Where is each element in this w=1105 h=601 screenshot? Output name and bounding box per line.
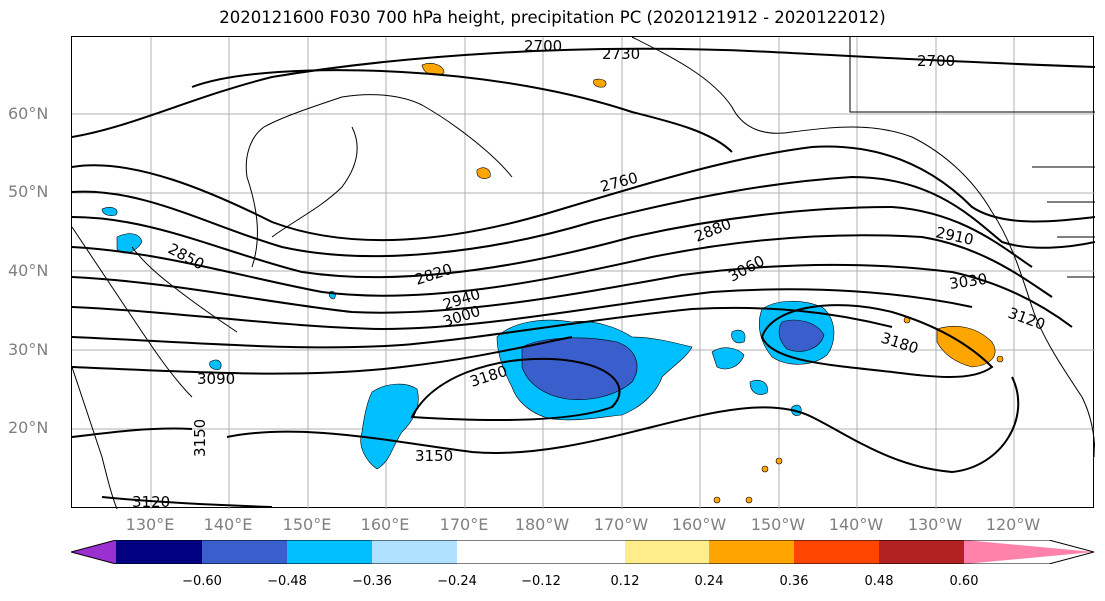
map-title: 2020121600 F030 700 hPa height, precipit… <box>219 8 886 27</box>
lat-label-30n: 30°N <box>8 340 49 359</box>
contour-label: 3180 <box>468 362 510 391</box>
contour-label: 2730 <box>602 45 640 63</box>
lon-label-180w: 180°W <box>514 515 570 534</box>
lat-label-50n: 50°N <box>8 182 49 201</box>
map-panel: 2700 2700 2730 2760 2820 2850 2880 2910 … <box>71 36 1096 511</box>
colorbar-tick: −0.12 <box>521 574 561 589</box>
colorbar-tick: 0.60 <box>949 574 979 589</box>
colorbar-tick: 0.12 <box>610 574 640 589</box>
contour-label: 3120 <box>1006 304 1048 334</box>
colorbar-tick: 0.36 <box>779 574 809 589</box>
colorbar-tick: 0.48 <box>864 574 894 589</box>
coastlines <box>71 36 1096 510</box>
contour-label: 2700 <box>524 37 562 55</box>
lon-label-140w: 140°W <box>828 515 884 534</box>
lon-label-130w: 130°W <box>907 515 963 534</box>
contour-label: 3150 <box>415 447 453 465</box>
contour-label: 3180 <box>879 329 921 358</box>
map-canvas: 2700 2700 2730 2760 2820 2850 2880 2910 … <box>71 36 1096 511</box>
colorbar-tick: −0.24 <box>437 574 477 589</box>
lat-label-60n: 60°N <box>8 104 49 123</box>
gridlines <box>72 37 1095 509</box>
contour-label: 3150 <box>191 419 209 457</box>
lat-label-20n: 20°N <box>8 418 49 437</box>
lon-label-150w: 150°W <box>750 515 806 534</box>
lon-label-170e: 170°E <box>439 515 489 534</box>
colorbar-tick: 0.24 <box>694 574 724 589</box>
lon-label-160e: 160°E <box>360 515 410 534</box>
contour-label: 2820 <box>413 260 455 289</box>
contour-label: 3120 <box>132 493 170 509</box>
lon-label-160w: 160°W <box>671 515 727 534</box>
lat-label-40n: 40°N <box>8 261 49 280</box>
colorbar <box>71 540 1094 564</box>
contour-label: 3090 <box>197 370 235 388</box>
colorbar-tick: −0.36 <box>352 574 392 589</box>
lon-label-130e: 130°E <box>125 515 175 534</box>
lon-label-140e: 140°E <box>203 515 253 534</box>
contour-label: 2880 <box>692 215 734 246</box>
colorbar-tick: −0.60 <box>182 574 222 589</box>
contour-label: 3060 <box>725 252 767 286</box>
contour-label: 2700 <box>917 52 955 70</box>
contour-label: 3030 <box>948 270 988 293</box>
colorbar-tick: −0.48 <box>267 574 307 589</box>
contour-label: 2850 <box>165 240 207 274</box>
lon-label-120w: 120°W <box>985 515 1041 534</box>
lon-label-150e: 150°E <box>282 515 332 534</box>
lon-label-170w: 170°W <box>593 515 649 534</box>
precip-shading <box>101 63 1004 504</box>
height-contours <box>71 47 1096 508</box>
